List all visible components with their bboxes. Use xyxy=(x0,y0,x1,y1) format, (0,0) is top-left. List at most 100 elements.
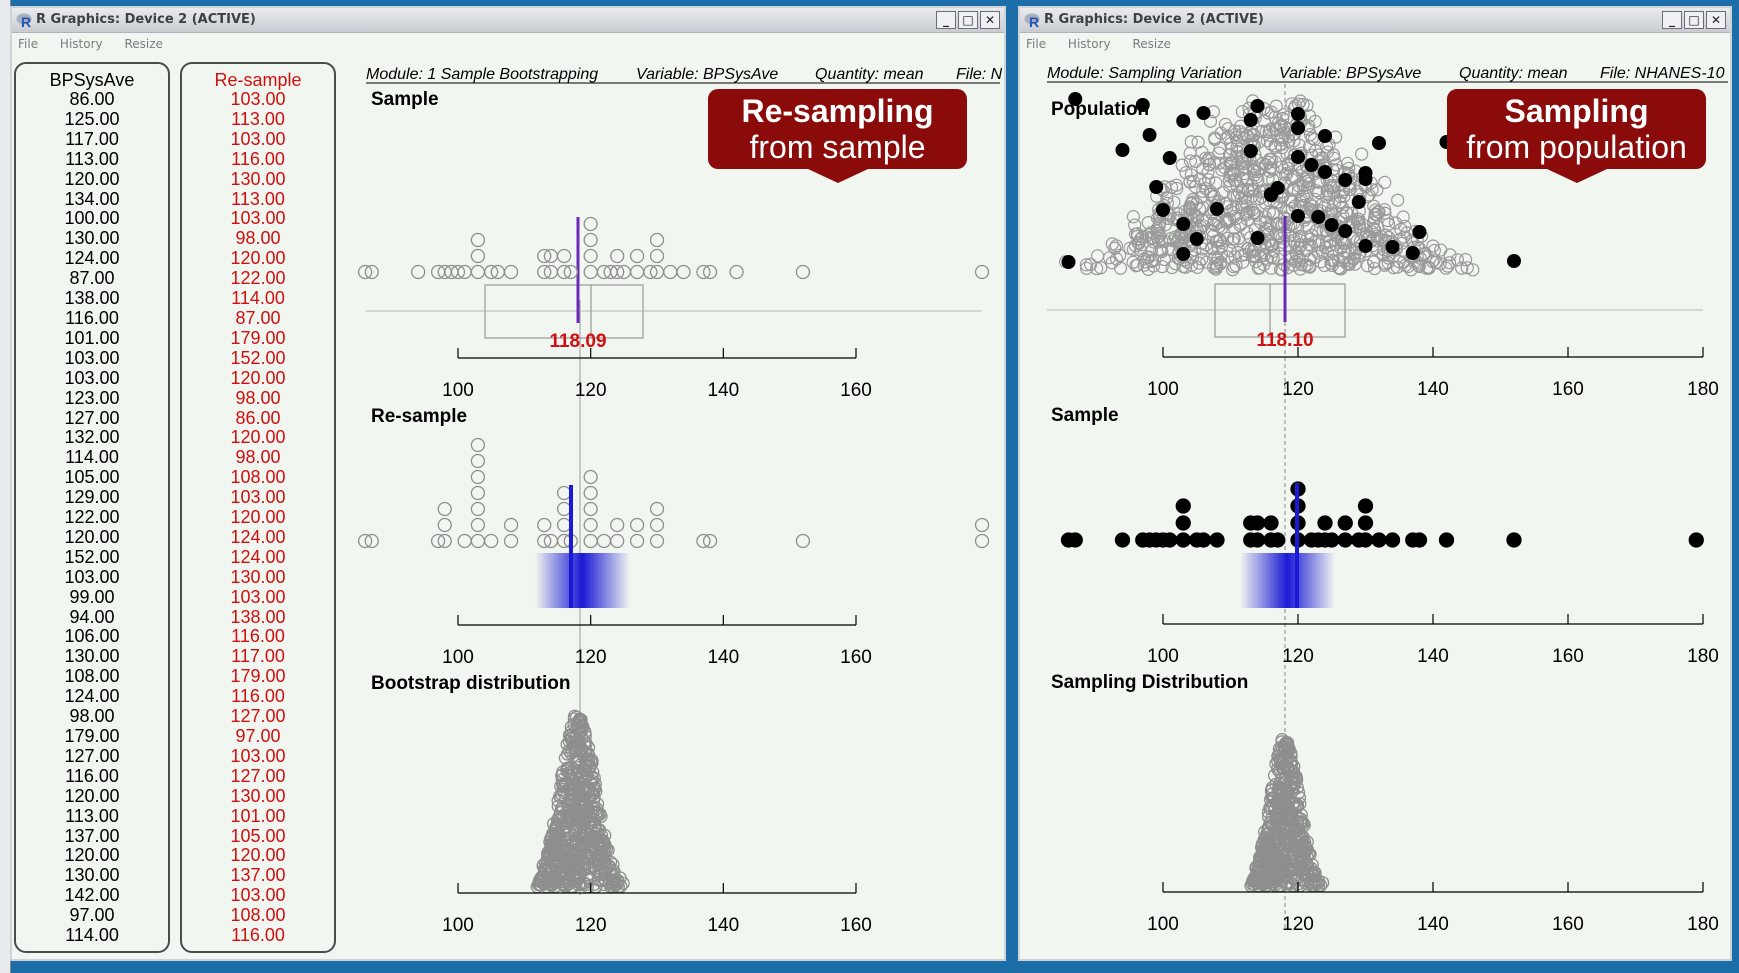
panel-title-bootstrap: Bootstrap distribution xyxy=(371,673,570,694)
data-point xyxy=(1287,236,1301,250)
data-point xyxy=(613,871,627,885)
list-value: 103.00 xyxy=(230,89,286,109)
info-quantity-right: Quantity: mean xyxy=(1459,65,1568,82)
menu-resize[interactable]: Resize xyxy=(1132,37,1171,51)
data-point xyxy=(587,842,601,857)
data-point xyxy=(1250,231,1265,245)
list-value: 106.00 xyxy=(64,626,120,647)
list-value: 113.00 xyxy=(231,108,285,129)
list-value: 116.00 xyxy=(231,148,285,169)
right-sample-mean-band xyxy=(1240,553,1335,608)
data-point xyxy=(610,248,625,264)
data-point xyxy=(1320,184,1334,198)
list-value: 127.00 xyxy=(230,706,286,727)
right-axes: 100 120 140 160 180 100 120 140 160 180 100 120 140 1… xyxy=(1147,347,1719,935)
minimize-button[interactable]: _ xyxy=(1662,11,1682,29)
data-point xyxy=(1268,155,1282,169)
data-point xyxy=(1067,532,1083,548)
data-point xyxy=(571,866,586,880)
menu-history[interactable]: History xyxy=(59,37,103,51)
minimize-button[interactable]: _ xyxy=(936,11,956,29)
callout-resampling: Re-sampling from sample xyxy=(708,89,967,183)
resample-values-list: Re-sample 103.00 113.00 103.00 116.00 130.00… xyxy=(180,62,336,953)
window-titlebar[interactable]: R R Graphics: Device 2 (ACTIVE) _ □ ✕ xyxy=(12,8,1004,33)
list-value: 113.00 xyxy=(65,805,119,826)
data-point xyxy=(1230,134,1245,148)
data-point xyxy=(569,873,583,888)
data-point xyxy=(1295,817,1309,831)
data-point xyxy=(1234,191,1248,206)
data-point xyxy=(1249,170,1263,184)
data-point xyxy=(1256,836,1270,851)
data-point xyxy=(1438,532,1455,548)
data-point xyxy=(1307,251,1321,265)
data-point xyxy=(583,501,598,517)
data-point xyxy=(1434,243,1448,257)
axis-tick-label: 160 xyxy=(1552,646,1584,667)
sample-values-container: 86.00 125.00 117.00 113.00 120.00 134.00 100.0… xyxy=(16,89,168,946)
data-point xyxy=(556,501,572,517)
data-point xyxy=(1507,254,1521,268)
menu-resize[interactable]: Resize xyxy=(124,37,163,51)
data-point xyxy=(556,248,572,264)
list-value: 124.00 xyxy=(64,686,120,707)
data-point xyxy=(1450,253,1465,267)
menu-history[interactable]: History xyxy=(1067,37,1111,51)
data-point xyxy=(1317,515,1333,531)
panel-title-sample: Sample xyxy=(371,89,439,110)
data-point xyxy=(1284,763,1298,778)
list-value: 152.00 xyxy=(230,347,286,368)
data-point xyxy=(1264,187,1278,201)
data-point xyxy=(676,264,691,280)
data-point xyxy=(1285,859,1299,874)
data-point xyxy=(649,501,665,517)
data-point xyxy=(1372,136,1386,150)
window-titlebar[interactable]: R R Graphics: Device 2 (ACTIVE) _ □ ✕ xyxy=(1020,8,1730,33)
data-point xyxy=(1287,258,1301,272)
data-point xyxy=(1272,745,1287,760)
data-point xyxy=(608,878,622,892)
data-point xyxy=(1429,255,1443,269)
list-value: 94.00 xyxy=(69,606,115,627)
data-point xyxy=(1341,257,1356,271)
data-point xyxy=(1391,193,1405,207)
data-point xyxy=(1169,178,1184,192)
left-resample-mean-band xyxy=(535,553,630,608)
menu-file[interactable]: File xyxy=(1026,37,1047,51)
data-point xyxy=(1291,121,1305,135)
data-point xyxy=(583,517,598,533)
data-point xyxy=(1204,187,1218,201)
list-value: 87.00 xyxy=(69,268,115,289)
list-value: 117.00 xyxy=(231,646,285,667)
close-button[interactable]: ✕ xyxy=(1706,11,1726,29)
data-point xyxy=(1301,864,1315,878)
data-point xyxy=(1280,799,1294,814)
axis-tick-label: 180 xyxy=(1687,379,1719,400)
data-point xyxy=(583,775,597,790)
data-point xyxy=(1294,238,1308,252)
data-point xyxy=(1140,250,1155,265)
maximize-button[interactable]: □ xyxy=(1684,11,1704,29)
data-point xyxy=(470,469,486,485)
data-point xyxy=(1311,210,1326,224)
data-point xyxy=(1250,99,1265,113)
data-point xyxy=(1420,261,1434,275)
left-axes: 100 120 140 160 100 120 140 160 100 120 140 160 xyxy=(442,348,872,936)
menu-file[interactable]: File xyxy=(18,37,39,51)
data-point xyxy=(649,533,665,549)
close-button[interactable]: ✕ xyxy=(980,11,1000,29)
data-point xyxy=(587,794,601,808)
data-point xyxy=(1196,106,1211,120)
list-value: 86.00 xyxy=(235,407,281,428)
data-point xyxy=(1285,854,1299,868)
data-point xyxy=(586,824,600,839)
maximize-button[interactable]: □ xyxy=(958,11,978,29)
data-point xyxy=(1213,141,1227,155)
left-bootstrap-dots xyxy=(530,709,630,894)
data-point xyxy=(1317,258,1332,273)
data-point xyxy=(1260,241,1274,255)
data-point xyxy=(1370,183,1384,197)
data-point xyxy=(1304,158,1319,172)
data-point xyxy=(470,232,486,248)
list-value: 98.00 xyxy=(235,228,281,249)
